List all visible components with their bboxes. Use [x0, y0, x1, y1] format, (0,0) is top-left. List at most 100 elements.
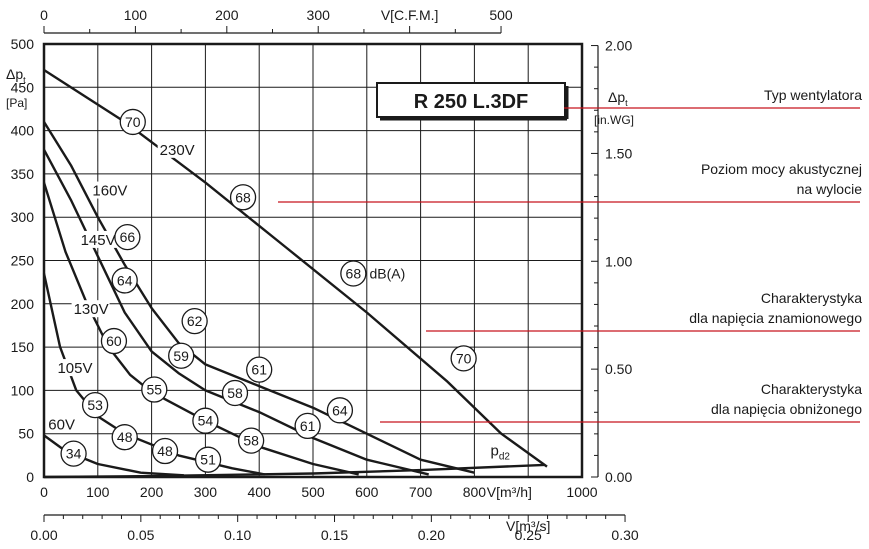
db-marker-circle: [81, 391, 109, 419]
x-tick-label-500: 500: [301, 484, 325, 500]
voltage-label-bg-60v: [46, 415, 76, 433]
y-tick-label-0: 0: [26, 469, 34, 485]
db-marker-48-16: 48: [151, 437, 179, 465]
db-marker-circle: [340, 260, 367, 287]
db-marker-circle: [100, 327, 128, 355]
db-marker-68-1: 68: [229, 184, 257, 211]
db-marker-label: 62: [187, 313, 203, 329]
top-tick-label-100: 100: [124, 7, 148, 23]
db-marker-circle: [221, 379, 249, 407]
db-marker-53-10: 53: [81, 391, 109, 419]
db-unit-label: dB(A): [369, 265, 405, 281]
top-tick-label-500: 500: [489, 7, 513, 23]
db-marker-66-2: 66: [114, 223, 141, 251]
y-tick-label-100: 100: [11, 382, 35, 398]
db-marker-circle: [141, 376, 168, 403]
voltage-label-230v: 230V: [160, 142, 195, 159]
db-marker-circle: [119, 108, 146, 136]
plot-frame: [42, 42, 584, 479]
right-tick-label-1.50: 1.50: [605, 145, 632, 161]
db-marker-circle: [237, 427, 265, 454]
m3s-tick-label-0.25: 0.25: [515, 527, 542, 543]
y-tick-label-150: 150: [11, 339, 35, 355]
annotation-text-2-1: dla napięcia znamionowego: [689, 310, 862, 326]
m3s-tick-label-0.30: 0.30: [611, 527, 638, 543]
annotation-text-3-0: Charakterystyka: [761, 381, 862, 397]
db-marker-70-20: 70: [450, 345, 477, 372]
x-tick-label-100: 100: [86, 484, 110, 500]
plot-frame-rect: [42, 42, 584, 479]
db-marker-label: 66: [120, 229, 136, 245]
y-tick-label-250: 250: [11, 253, 35, 269]
db-marker-label: 70: [456, 350, 472, 366]
curve-60v: [43, 434, 184, 477]
db-marker-label: 59: [173, 348, 189, 364]
db-marker-61-7: 61: [246, 356, 273, 383]
y-tick-label-50: 50: [18, 426, 34, 442]
annotation-text-1-1: na wylocie: [797, 181, 863, 197]
voltage-label-bg-105v: [55, 359, 94, 377]
db-marker-circle: [151, 437, 179, 465]
db-marker-circle: [194, 446, 222, 473]
db-marker-label: 70: [125, 114, 141, 130]
plot-grid: [44, 44, 582, 477]
m3s-tick-label-0.05: 0.05: [127, 527, 154, 543]
voltage-label-bg-230v: [157, 140, 196, 158]
x-tick-label-400: 400: [248, 484, 272, 500]
y-tick-label-500: 500: [11, 36, 35, 52]
pd2-label: pd2: [491, 442, 511, 462]
db-marker-48-14: 48: [111, 424, 138, 451]
db-marker-64-3: 64: [111, 267, 138, 294]
db-marker-61-13: 61: [294, 412, 321, 440]
annotation-text-0-0: Typ wentylatora: [764, 87, 862, 103]
db-marker-label: 34: [66, 446, 82, 462]
x-tick-label-700: 700: [409, 484, 433, 500]
db-marker-51-18: 51: [194, 446, 222, 473]
db-marker-59-6: 59: [168, 342, 195, 369]
db-marker-label: 55: [147, 382, 163, 398]
db-marker-60-5: 60: [100, 327, 128, 355]
voltage-label-130v: 130V: [74, 301, 109, 318]
y-axis-label-right: Δpt: [608, 89, 628, 108]
top-tick-label-0: 0: [40, 7, 48, 23]
right-tick-label-0.50: 0.50: [605, 361, 632, 377]
db-marker-circle: [181, 307, 208, 335]
x-tick-label-0: 0: [40, 484, 48, 500]
y-tick-label-300: 300: [11, 209, 35, 225]
top-tick-label-300: 300: [307, 7, 331, 23]
db-marker-label: 68: [235, 189, 251, 205]
db-marker-label: 60: [106, 333, 122, 349]
db-marker-64-12: 64: [326, 397, 354, 424]
db-marker-circle: [60, 440, 87, 467]
db-marker-label: 58: [243, 433, 259, 449]
y-tick-label-450: 450: [11, 79, 35, 95]
right-tick-label-2.00: 2.00: [605, 38, 632, 54]
y-tick-label-200: 200: [11, 296, 35, 312]
db-marker-label: 54: [198, 413, 214, 429]
annotations: Typ wentylatora Poziom mocy akustycznej na…: [278, 87, 863, 423]
db-marker-label: 61: [300, 418, 316, 434]
m3s-tick-label-0.10: 0.10: [224, 527, 251, 543]
fan-type-box: R 250 L.3DF: [376, 82, 569, 121]
curve-labels: 230V 160V 145V 130V 105V 60V pd2 dB(A): [46, 140, 511, 462]
db-marker-label: 58: [227, 385, 243, 401]
chart-title: R 250 L.3DF: [414, 91, 528, 113]
db-marker-54-11: 54: [192, 407, 219, 434]
x-axis-label: V[m³/h]: [487, 484, 532, 500]
db-marker-label: 51: [200, 452, 216, 468]
db-marker-label: 48: [117, 429, 133, 445]
x-tick-label-800: 800: [463, 484, 487, 500]
y-tick-label-350: 350: [11, 166, 35, 182]
voltage-label-60v: 60V: [48, 416, 75, 433]
curve-105v: [42, 273, 265, 476]
annotation-text-1-0: Poziom mocy akustycznej: [701, 161, 862, 177]
m3s-tick-label-0.00: 0.00: [30, 527, 57, 543]
voltage-label-145v: 145V: [81, 232, 116, 249]
db-marker-label: 64: [332, 402, 348, 418]
right-tick-label-1.00: 1.00: [605, 253, 632, 269]
db-marker-label: 53: [87, 397, 103, 413]
db-marker-label: 64: [117, 272, 133, 288]
db-marker-circle: [192, 407, 219, 434]
axes: 0 50 100 150 200 250 300 350 400 450 500 0 100 200 300…: [6, 7, 639, 543]
